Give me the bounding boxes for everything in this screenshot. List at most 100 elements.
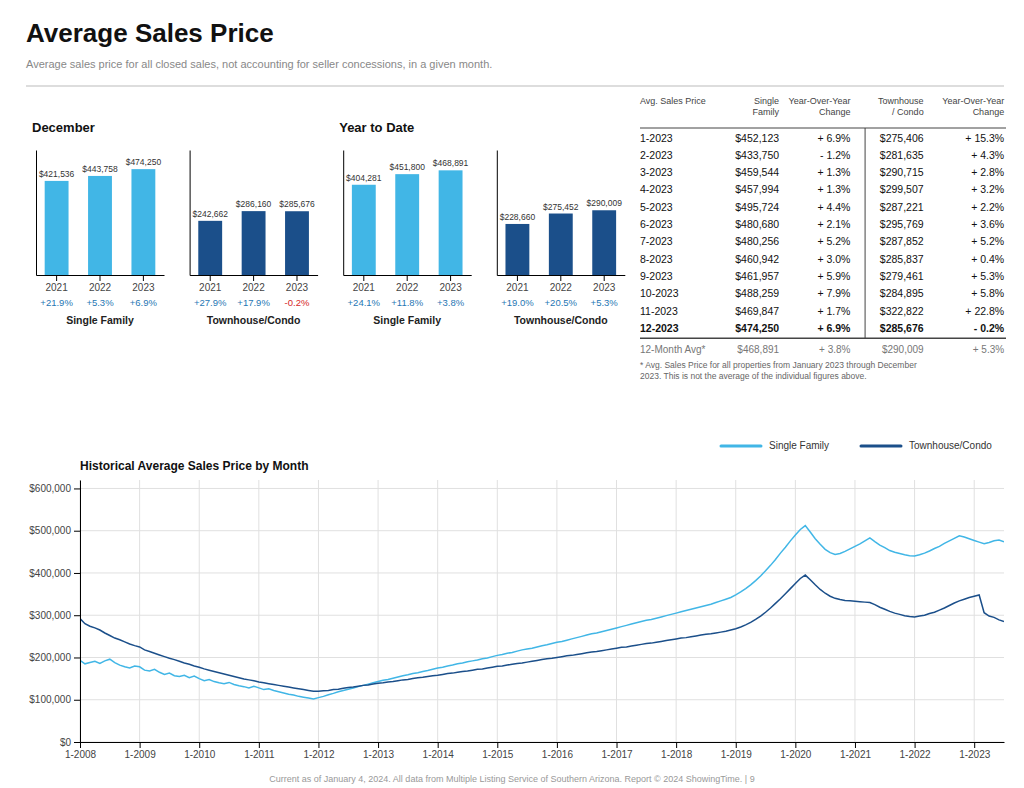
tick-mark <box>74 700 80 701</box>
tick: 2022 <box>550 275 573 293</box>
bar <box>88 176 112 275</box>
x-axis: 1-20081-20091-20101-20111-20121-20131-20… <box>65 742 1005 760</box>
grid-line <box>80 488 1004 489</box>
tick-label: $100,000 <box>29 694 71 705</box>
table-note: * Avg. Sales Price for all properties fr… <box>640 360 917 381</box>
tick: 1-2021 <box>840 742 872 760</box>
tick-mark <box>140 742 141 748</box>
y-axis: $0 $100,000 $200,000 $300,000 $400,000 $500,0… <box>29 481 80 748</box>
axis-line <box>497 151 498 276</box>
grid-line <box>80 615 1004 616</box>
table-cell: - 0.2% <box>974 322 1005 334</box>
bar-panel: 202120222023$228,660$275,452$290,009+19.… <box>497 151 625 327</box>
table-cell: + 6.9% <box>817 322 851 334</box>
table-cell: $488,259 <box>735 287 779 299</box>
tick-label: $0 <box>60 737 72 748</box>
annotation: +3.8% <box>437 297 465 308</box>
tick: $300,000 <box>29 610 80 621</box>
y-axis <box>343 151 344 276</box>
grid-line <box>616 480 617 742</box>
legend-label: Single Family <box>769 440 829 451</box>
grid-line <box>80 657 1004 658</box>
table-divider <box>865 128 866 338</box>
table-cell: $279,461 <box>880 270 924 282</box>
tick: $500,000 <box>29 525 80 536</box>
tick-mark <box>438 742 439 748</box>
tick: 2022 <box>89 275 112 293</box>
tick-mark <box>100 275 101 281</box>
table-cell: + 7.9% <box>817 287 850 299</box>
tick: 2021 <box>199 275 222 293</box>
table-header: Year-Over-YearChange <box>942 96 1004 117</box>
tick: 2021 <box>506 275 529 293</box>
line-chart: Historical Average Sales Price by Month$… <box>29 459 1004 760</box>
grid-line <box>914 480 915 742</box>
grid-line <box>974 480 975 742</box>
x-axis: 202120222023 <box>344 275 472 293</box>
table-cell: + 3.2% <box>971 183 1004 195</box>
legend-item: Single Family <box>721 440 829 451</box>
tick-label: 1-2008 <box>65 749 97 760</box>
tick-label: $200,000 <box>29 652 71 663</box>
table-cell: + 15.3% <box>965 132 1004 144</box>
grid-line <box>378 480 379 742</box>
table-cell: $299,507 <box>880 183 924 195</box>
grid-line <box>854 480 855 742</box>
axis-line <box>36 151 37 276</box>
annotation: +20.5% <box>545 297 578 308</box>
tick-mark <box>199 742 200 748</box>
table-cell: 3-2023 <box>640 166 673 178</box>
data-label: $285,676 <box>279 199 315 209</box>
table-header-line: Family <box>753 107 780 117</box>
table-cell: $469,847 <box>735 305 779 317</box>
tick: 1-2016 <box>542 742 574 760</box>
tick-mark <box>378 742 379 748</box>
tick-label: 1-2017 <box>601 749 633 760</box>
tick-mark <box>795 742 796 748</box>
tick-mark <box>676 742 677 748</box>
table-cell: $460,942 <box>735 253 779 265</box>
table-cell: $480,256 <box>735 235 779 247</box>
bar <box>505 224 529 275</box>
data-label: $468,891 <box>433 158 469 168</box>
table-cell: + 1.3% <box>817 183 850 195</box>
bar <box>45 181 69 275</box>
table-cell: $281,635 <box>880 149 924 161</box>
table-cell: $287,852 <box>880 235 924 247</box>
x-axis: 202120222023 <box>37 275 165 293</box>
data-label: $451,800 <box>389 162 425 172</box>
tick-label: 1-2014 <box>423 749 455 760</box>
grid-line <box>258 480 259 742</box>
grid-line <box>199 480 200 742</box>
page-subtitle: Average sales price for all closed sales… <box>26 58 492 70</box>
tick-mark <box>143 275 144 281</box>
data-label: $286,160 <box>236 199 272 209</box>
table-header-line: Change <box>819 107 851 117</box>
grid-line <box>676 480 677 742</box>
line <box>80 526 1004 699</box>
table-cell: + 5.2% <box>971 235 1004 247</box>
table-cell: $459,544 <box>735 166 779 178</box>
tick-label: 1-2019 <box>721 749 753 760</box>
tick-mark <box>736 742 737 748</box>
data-label: $290,009 <box>586 198 622 208</box>
tick: 1-2014 <box>423 742 455 760</box>
annotation: +24.1% <box>348 297 381 308</box>
x-axis: 202120222023 <box>190 275 318 293</box>
annotation: +6.9% <box>130 297 158 308</box>
tick-label: 2023 <box>286 282 309 293</box>
tick-mark <box>296 275 297 281</box>
tick: $400,000 <box>29 568 80 579</box>
table-cell: + 5.9% <box>817 270 850 282</box>
data-label: $443,758 <box>82 164 118 174</box>
y-axis <box>36 151 37 276</box>
table-cell: 12-2023 <box>640 322 679 334</box>
grid <box>80 480 1004 742</box>
table-cell: 10-2023 <box>640 287 679 299</box>
tick-label: 1-2020 <box>780 749 812 760</box>
tick-label: 1-2009 <box>125 749 157 760</box>
tick-mark <box>915 742 916 748</box>
tick-mark <box>497 742 498 748</box>
section-title: December <box>32 120 95 135</box>
annotation: +5.3% <box>591 297 619 308</box>
